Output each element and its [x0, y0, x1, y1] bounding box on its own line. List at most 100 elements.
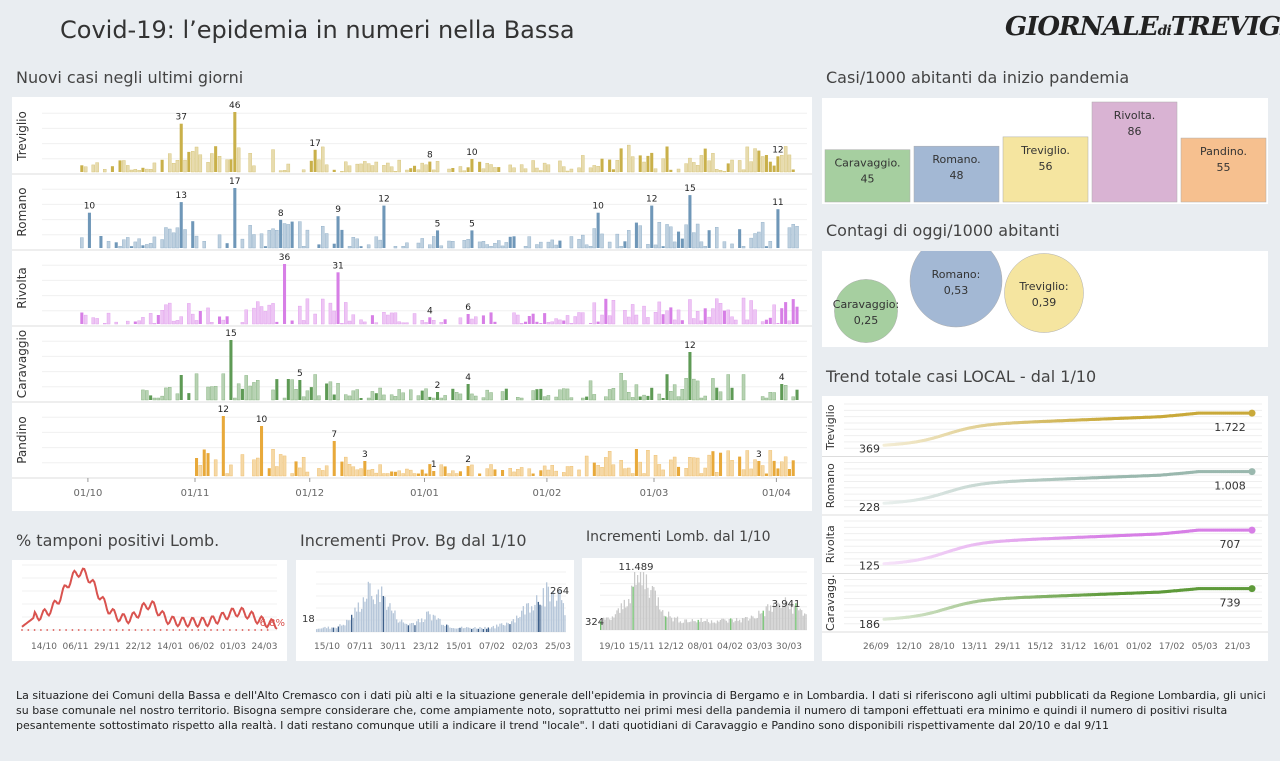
lomb-bar — [678, 622, 680, 630]
bar-treviglio — [286, 163, 291, 173]
bar-caravaggio — [420, 390, 424, 400]
lomb-bar — [715, 623, 717, 630]
bar-rivolta — [171, 320, 176, 325]
bar-pandino — [221, 416, 225, 476]
bar-rivolta — [164, 304, 168, 325]
tamponi-base-dot — [229, 629, 231, 631]
bar-value-label: 10 — [466, 148, 478, 158]
bar-treviglio — [646, 155, 650, 172]
bar-pandino — [485, 468, 489, 477]
tamponi-base-dot — [33, 629, 36, 631]
bar-romano — [512, 236, 516, 248]
row-label-caravaggio: Caravaggio — [15, 330, 29, 398]
bar-rivolta — [493, 321, 497, 324]
bar-rivolta — [428, 317, 432, 324]
bar-rivolta — [531, 313, 535, 324]
bg-bar — [317, 628, 320, 632]
today-value: 0,39 — [1032, 296, 1057, 309]
bg-bar — [427, 611, 430, 632]
bg-bar — [482, 629, 485, 632]
bar-pandino — [275, 466, 279, 477]
bar-caravaggio — [795, 389, 799, 400]
bg-bar — [477, 628, 480, 632]
bar-romano — [286, 224, 291, 249]
lomb-bar — [762, 610, 764, 630]
bar-romano — [347, 245, 352, 249]
trend-x-tick: 26/09 — [863, 642, 889, 652]
bar-treviglio — [711, 153, 715, 173]
bg-bar — [552, 590, 555, 632]
lomb-bar — [628, 599, 630, 630]
bg-bar — [529, 612, 531, 632]
tamponi-base-dot — [65, 629, 67, 631]
bg-bar — [391, 610, 393, 632]
bar-rivolta — [481, 315, 485, 324]
bg-bar — [521, 610, 523, 632]
bar-rivolta — [336, 272, 340, 324]
bar-romano — [359, 246, 363, 248]
bar-value-label: 4 — [465, 373, 471, 383]
lomb-bar — [684, 619, 686, 630]
footer-note: La situazione dei Comuni della Bassa e d… — [16, 689, 1266, 732]
bar-caravaggio — [466, 384, 470, 400]
bar-romano — [787, 227, 792, 249]
bar-romano — [523, 245, 528, 249]
bar-rivolta — [290, 320, 294, 324]
cases-1000-value: 48 — [950, 169, 964, 182]
bg-bar — [481, 627, 483, 632]
bar-caravaggio — [558, 389, 562, 401]
bar-treviglio — [366, 163, 371, 173]
trend-x-tick: 01/02 — [1126, 642, 1152, 652]
bar-rivolta — [175, 320, 180, 325]
bar-rivolta — [589, 323, 593, 324]
bar-rivolta — [669, 307, 673, 324]
lomb-bar — [730, 618, 732, 630]
lomb-bar — [776, 600, 778, 630]
bg-bar — [479, 627, 481, 632]
bar-pandino — [764, 473, 768, 476]
bar-romano — [428, 244, 432, 249]
tamponi-base-dot — [109, 629, 112, 631]
bar-value-label: 17 — [309, 139, 320, 149]
bar-rivolta — [527, 316, 531, 324]
tamponi-base-dot — [210, 629, 212, 631]
bar-caravaggio — [546, 395, 551, 401]
x-tick-label: 01/02 — [532, 488, 561, 499]
lomb-bar — [753, 618, 756, 630]
lomb-bar — [625, 607, 627, 630]
bg-bar — [356, 611, 358, 632]
bar-pandino — [321, 470, 325, 477]
bar-treviglio — [615, 160, 620, 173]
bar-pandino — [638, 461, 642, 477]
bar-caravaggio — [562, 388, 566, 401]
bar-romano — [175, 227, 180, 249]
bar-romano — [672, 241, 677, 249]
bar-treviglio — [592, 165, 597, 173]
lomb-bar — [668, 611, 670, 630]
bg-bar — [452, 628, 455, 632]
bar-rivolta — [125, 320, 130, 325]
bar-treviglio — [581, 155, 585, 173]
cases-1000-city: Rivolta. — [1114, 109, 1156, 122]
lomb-bar — [644, 589, 646, 630]
bar-romano — [432, 236, 436, 249]
bar-treviglio — [145, 168, 149, 173]
bar-rivolta — [772, 304, 776, 325]
bar-romano — [279, 219, 283, 248]
bg-bar — [461, 626, 463, 632]
lomb-bar — [710, 620, 713, 630]
bar-value-label: 2 — [465, 455, 471, 465]
bar-treviglio — [236, 147, 241, 173]
tamponi-x-tick: 14/10 — [31, 642, 57, 652]
bg-last-label: 264 — [550, 586, 569, 597]
bar-romano — [677, 231, 681, 248]
bar-treviglio — [757, 150, 761, 172]
bar-caravaggio — [780, 384, 784, 400]
bar-romano — [741, 245, 746, 249]
bar-pandino — [726, 450, 730, 477]
bar-value-label: 12 — [772, 145, 783, 155]
bar-pandino — [439, 464, 444, 477]
lomb-bar — [691, 619, 693, 630]
bar-rivolta — [695, 311, 700, 325]
bar-romano — [141, 245, 145, 248]
